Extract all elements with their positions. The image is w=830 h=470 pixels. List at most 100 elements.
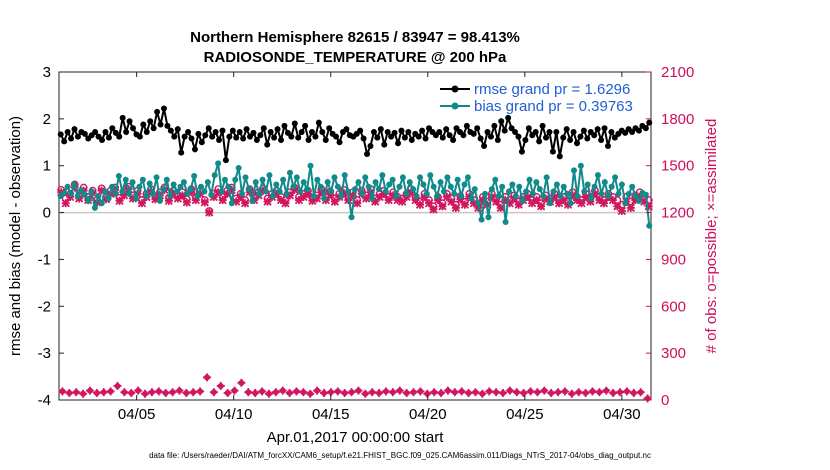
bias-point: [139, 176, 146, 183]
rmse-point: [222, 157, 229, 164]
rmse-point: [381, 141, 388, 148]
rmse-point: [312, 133, 319, 140]
rmse-point: [157, 121, 164, 128]
low-obs-point: [423, 389, 432, 398]
low-obs-point: [203, 373, 211, 382]
rmse-point: [594, 126, 601, 133]
rmse-point: [574, 140, 580, 147]
low-obs-point: [278, 386, 287, 395]
bias-point: [365, 183, 372, 190]
rmse-point: [171, 133, 178, 140]
bias-point: [242, 174, 249, 181]
bias-point: [369, 195, 376, 202]
rmse-point: [443, 126, 450, 133]
bias-point: [266, 172, 273, 179]
bias-point: [451, 190, 458, 197]
rmse-point: [357, 127, 364, 134]
rmse-point: [74, 133, 81, 140]
bias-point: [375, 186, 382, 193]
rmse-point: [543, 134, 550, 141]
obs-assimilated-point: [61, 199, 70, 208]
low-obs-point: [588, 387, 597, 396]
rmse-point: [147, 118, 154, 125]
bias-point: [512, 193, 519, 200]
rmse-point: [216, 136, 223, 143]
rmse-point: [195, 130, 202, 137]
legend-box: [433, 78, 647, 114]
rmse-point: [591, 132, 598, 139]
bias-point: [543, 174, 550, 181]
bias-point: [280, 176, 287, 183]
rmse-point: [92, 128, 99, 135]
bias-point: [571, 167, 578, 174]
low-obs-point: [450, 388, 459, 397]
rmse-point: [584, 135, 591, 142]
bias-point: [146, 180, 153, 187]
bias-point: [393, 193, 400, 200]
rmse-point: [315, 119, 322, 126]
rmse-point: [240, 135, 247, 142]
rmse-point: [126, 118, 133, 125]
rmse-point: [119, 114, 126, 121]
low-obs-point: [189, 388, 198, 397]
y-tick-label: 1: [43, 158, 51, 175]
bias-point: [547, 200, 554, 207]
bias-point: [239, 190, 246, 197]
low-obs-point: [485, 387, 494, 396]
plot-area: [58, 71, 652, 401]
low-obs-point: [58, 387, 67, 396]
low-obs-point: [395, 386, 404, 395]
bias-point: [314, 176, 321, 183]
bias-point: [502, 218, 509, 225]
bias-point: [98, 200, 105, 207]
x-tick-label: 04/05: [118, 406, 156, 423]
bias-point: [612, 174, 619, 181]
rmse-point: [525, 125, 532, 132]
low-obs-point: [271, 388, 280, 397]
low-obs-point: [416, 387, 425, 396]
bias-point: [646, 222, 653, 229]
obs-assimilated-point: [205, 208, 214, 217]
bias-point: [564, 190, 571, 197]
bias-point: [430, 183, 437, 190]
low-obs-point: [182, 388, 191, 397]
low-obs-point: [443, 386, 452, 395]
low-obs-point: [230, 386, 239, 395]
rmse-point: [160, 105, 167, 112]
bias-point: [636, 197, 643, 204]
low-obs-point: [347, 388, 356, 397]
rmse-point: [229, 127, 236, 134]
rmse-point: [185, 128, 192, 135]
rmse-point: [198, 139, 205, 146]
rmse-point: [532, 128, 539, 135]
rmse-point: [577, 133, 584, 140]
bias-point: [331, 174, 338, 181]
bias-point: [263, 188, 270, 195]
low-obs-point: [154, 387, 163, 396]
bias-point: [560, 183, 567, 190]
rmse-point: [370, 128, 377, 135]
bias-point: [160, 186, 167, 193]
obs-assimilated-point: [451, 203, 461, 213]
bias-point: [618, 181, 625, 188]
low-obs-point: [505, 386, 514, 395]
low-obs-point: [79, 389, 88, 398]
low-obs-point: [533, 388, 542, 397]
rmse-point: [267, 128, 274, 135]
obs-assimilated-point: [577, 199, 586, 208]
low-obs-point: [526, 387, 535, 396]
bias-point: [328, 188, 335, 195]
rmse-point: [405, 128, 412, 135]
rmse-point: [308, 128, 315, 135]
rmse-point: [604, 143, 611, 150]
low-obs-point: [244, 388, 253, 397]
bias-point: [109, 183, 116, 190]
low-obs-point: [574, 388, 583, 397]
y2-tick-label: 1500: [661, 158, 694, 175]
low-obs-point: [299, 388, 308, 397]
bias-point: [355, 179, 362, 186]
rmse-point: [167, 127, 174, 134]
y2-tick-label: 900: [661, 251, 686, 268]
rmse-point: [395, 140, 402, 147]
bias-point: [132, 195, 139, 202]
